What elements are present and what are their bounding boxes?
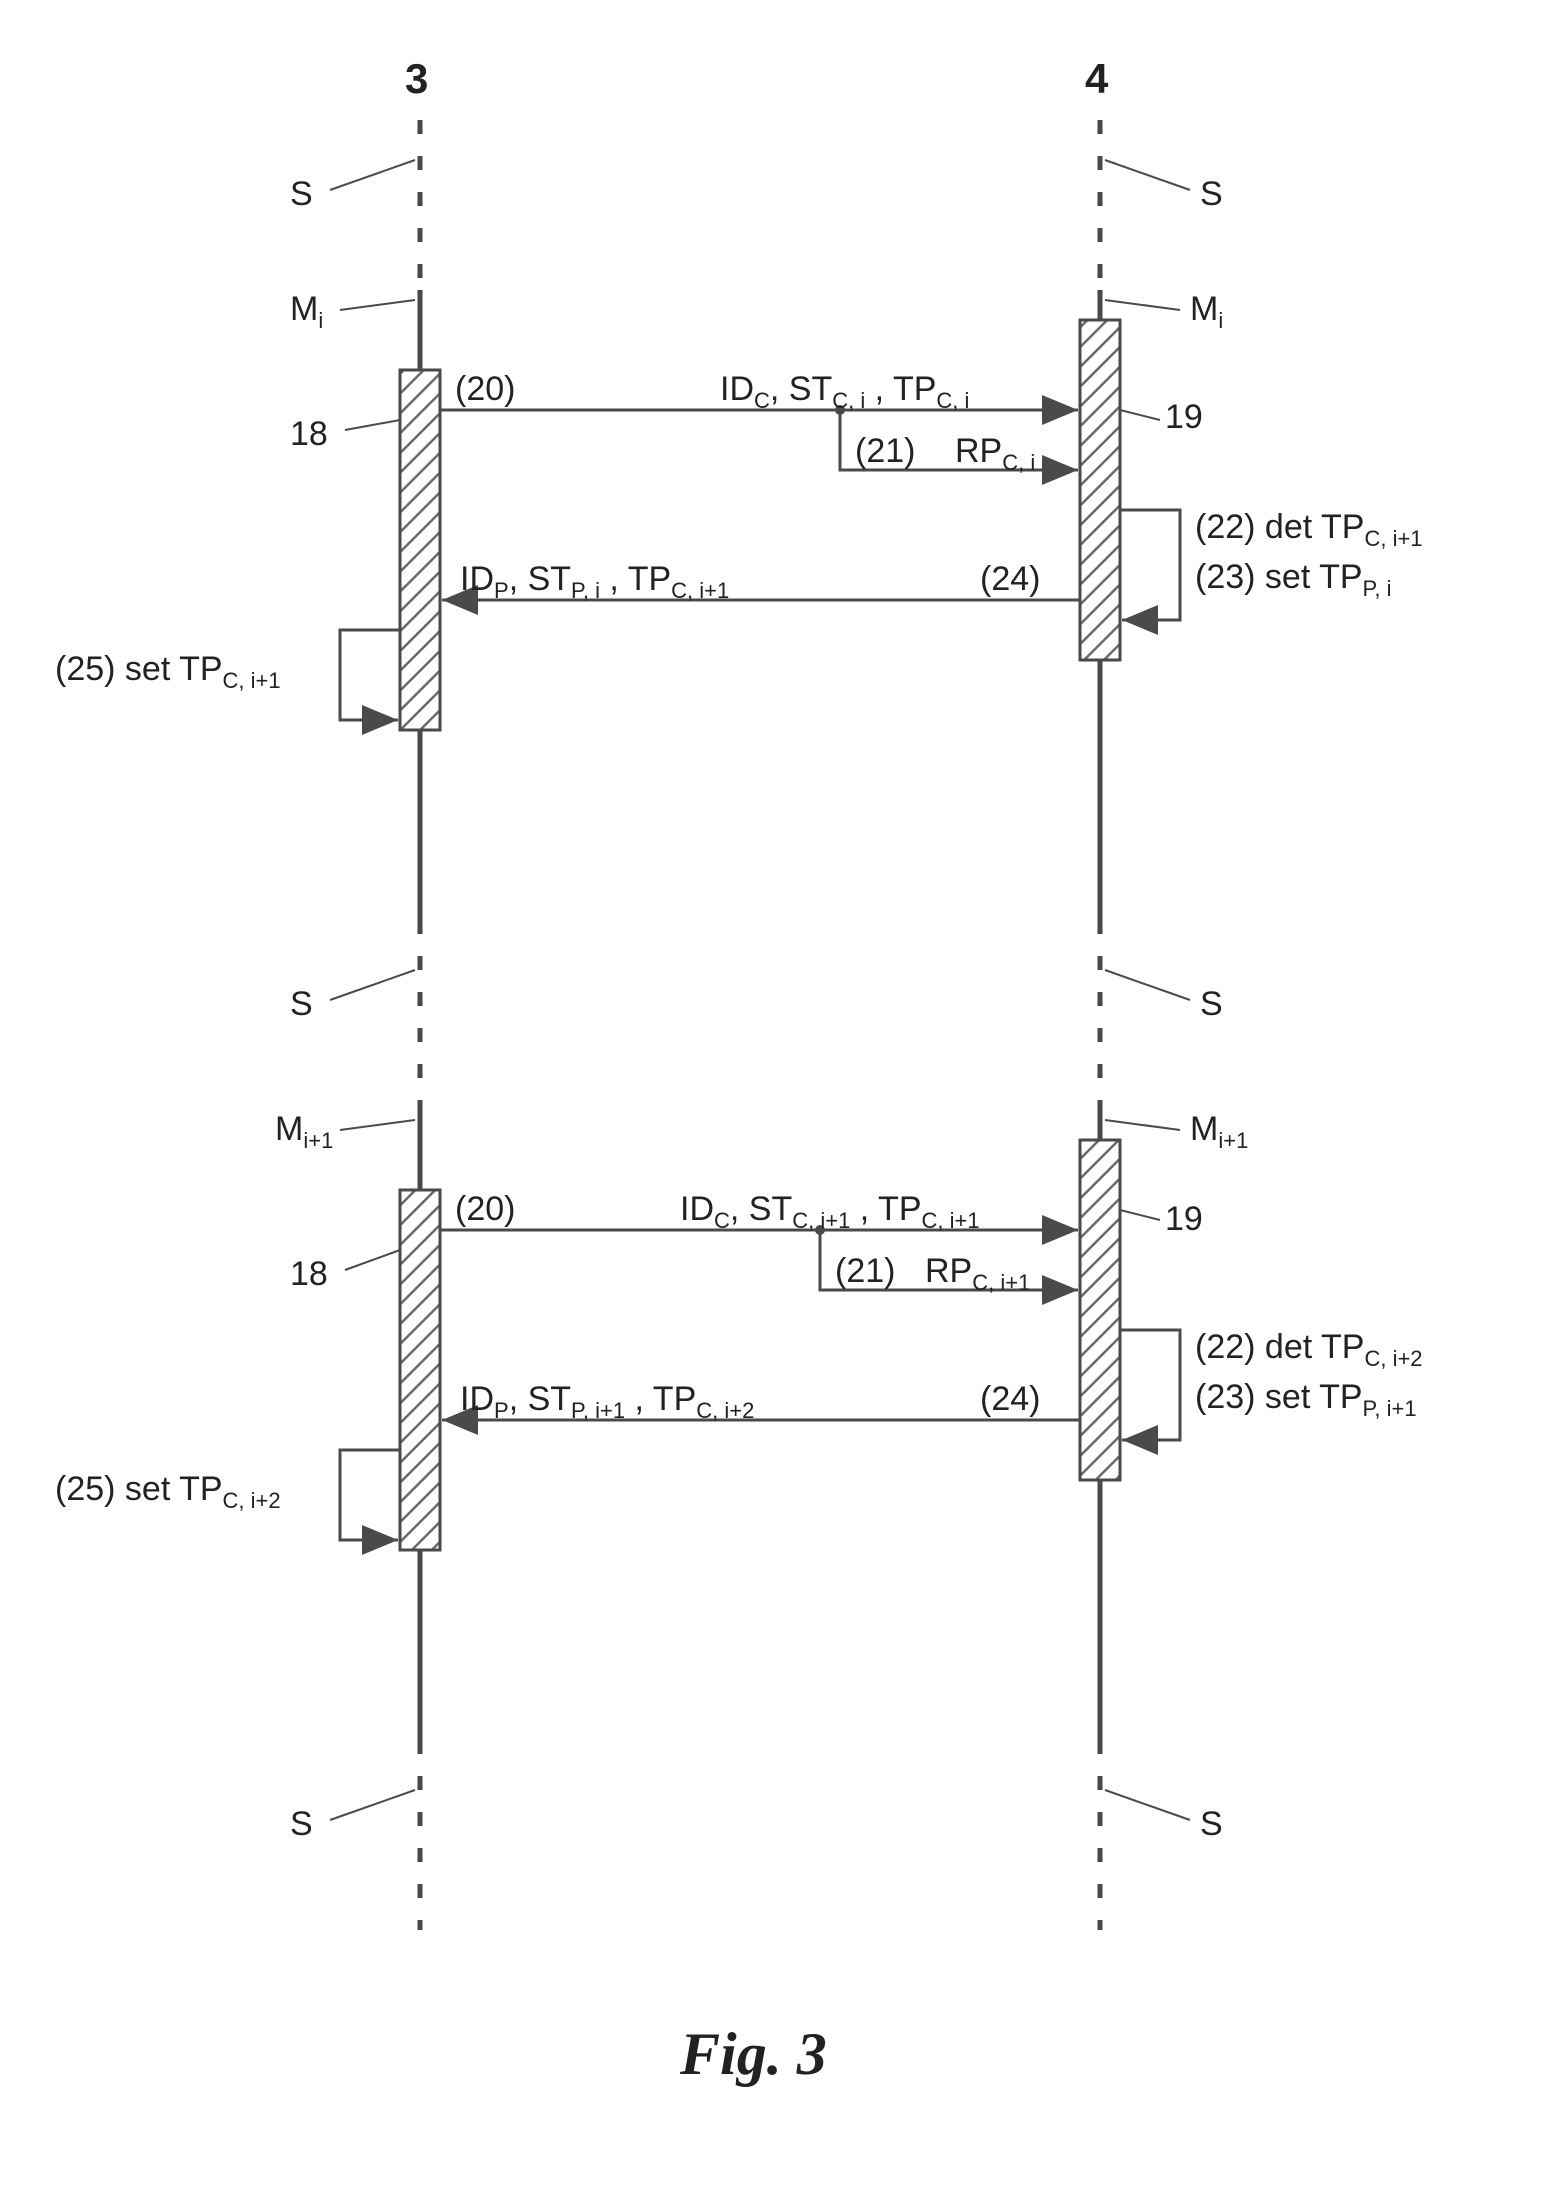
mi-right: Mi: [1190, 290, 1223, 334]
msg24-txt: IDP, STP, i , TPC, i+1: [460, 560, 729, 604]
msg24-txt: IDP, STP, i+1 , TPC, i+2: [460, 1380, 754, 1424]
msg21-txt: RPC, i+1: [925, 1252, 1030, 1296]
msg22: (22) det TPC, i+2: [1195, 1328, 1423, 1372]
mi1-left: Mi+1: [275, 1110, 333, 1154]
msg25: (25) set TPC, i+2: [55, 1470, 281, 1514]
msg20-num: (20): [455, 1190, 515, 1229]
msg21-num: (21): [835, 1252, 895, 1291]
msg23: (23) set TPP, i+1: [1195, 1378, 1417, 1422]
header-right: 4: [1085, 55, 1108, 103]
msg21-txt: RPC, i: [955, 432, 1035, 476]
mi1-right: Mi+1: [1190, 1110, 1248, 1154]
ref-19: 19: [1165, 398, 1203, 437]
sequence-svg: [0, 0, 1559, 2202]
msg25: (25) set TPC, i+1: [55, 650, 281, 694]
msg22: (22) det TPC, i+1: [1195, 508, 1423, 552]
msg23: (23) set TPP, i: [1195, 558, 1392, 602]
msg24-num: (24): [980, 1380, 1040, 1419]
s-label: S: [290, 175, 313, 214]
msg20-num: (20): [455, 370, 515, 409]
msg24-num: (24): [980, 560, 1040, 599]
s-label: S: [1200, 1805, 1223, 1844]
s-label: S: [1200, 175, 1223, 214]
header-left: 3: [405, 55, 428, 103]
mi-left: Mi: [290, 290, 323, 334]
ref-18: 18: [290, 415, 328, 454]
ref-18: 18: [290, 1255, 328, 1294]
s-label: S: [290, 985, 313, 1024]
s-label: S: [290, 1805, 313, 1844]
ref-19: 19: [1165, 1200, 1203, 1239]
s-label: S: [1200, 985, 1223, 1024]
diagram-canvas: 3 4 S S Mi Mi 18 19 (20) IDC, STC, i , T…: [0, 0, 1559, 2202]
figure-caption: Fig. 3: [680, 2020, 827, 2089]
msg20-txt: IDC, STC, i+1 , TPC, i+1: [680, 1190, 980, 1234]
msg20-txt: IDC, STC, i , TPC, i: [720, 370, 969, 414]
msg21-num: (21): [855, 432, 915, 471]
